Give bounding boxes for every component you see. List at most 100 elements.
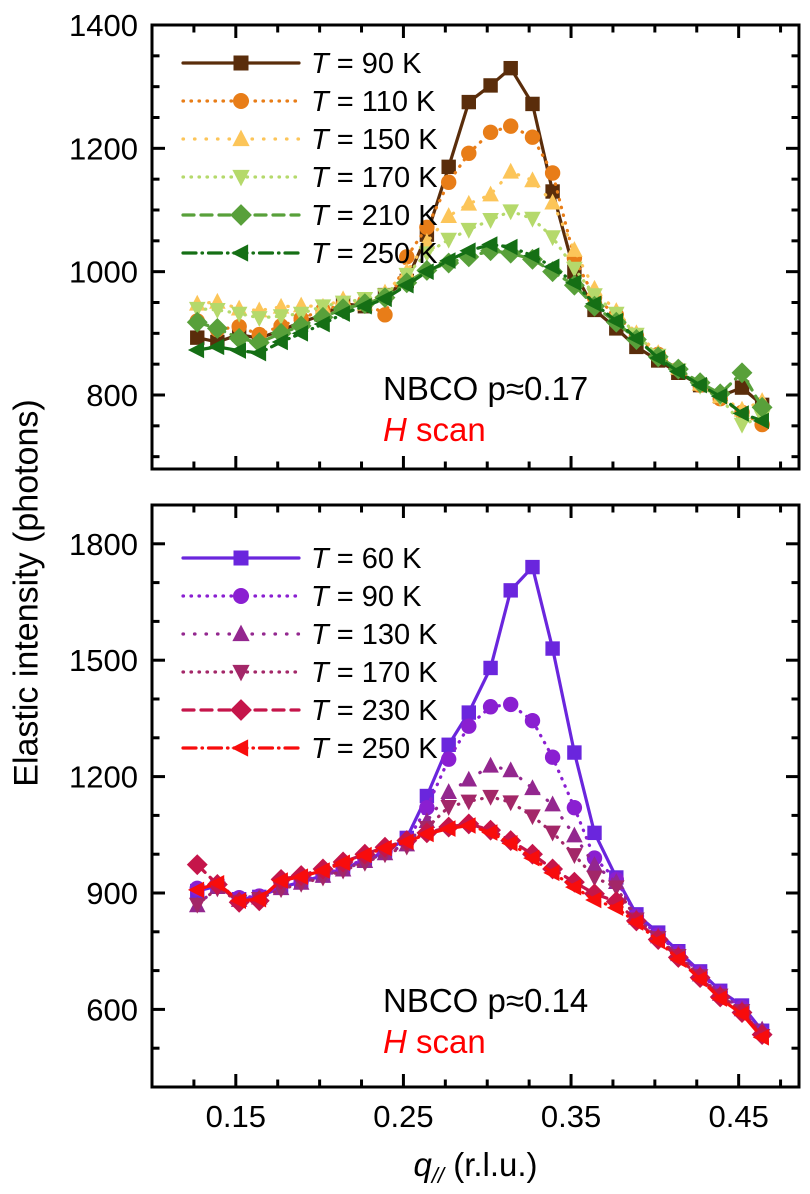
data-point-marker bbox=[502, 162, 519, 179]
data-point-marker bbox=[461, 705, 476, 720]
data-point-marker bbox=[606, 899, 624, 917]
series-line bbox=[195, 242, 764, 423]
data-point-marker bbox=[440, 207, 457, 224]
bottom-series-250k bbox=[187, 817, 769, 1046]
sample-annotation: NBCO p≈0.14 bbox=[383, 982, 588, 1019]
y-axis-label: Elastic intensity (photons) bbox=[7, 399, 46, 787]
bottom-legend: T = 60 K T = 90 K T = 130 K T = 170 K T = 23… bbox=[181, 543, 438, 765]
data-point-marker bbox=[565, 878, 582, 896]
data-point-marker bbox=[544, 193, 561, 210]
data-point-marker bbox=[566, 261, 583, 278]
sample-annotation: NBCO p≈0.17 bbox=[383, 370, 588, 407]
legend-label: T = 90 K bbox=[311, 581, 422, 613]
data-point-marker bbox=[483, 660, 498, 676]
data-point-marker bbox=[441, 737, 456, 752]
top-panel: 800 1000 1200 1400 T = 90 K T = 110 K T = 150 … bbox=[69, 8, 801, 471]
data-point-marker bbox=[292, 306, 310, 323]
data-point-marker bbox=[187, 341, 205, 359]
data-point-marker bbox=[544, 165, 561, 181]
data-point-marker bbox=[482, 213, 499, 229]
data-point-marker bbox=[481, 824, 498, 841]
x-axis-label-units: (r.l.u.) bbox=[444, 1146, 538, 1183]
data-point-marker bbox=[545, 184, 560, 199]
legend-marker bbox=[232, 169, 250, 187]
data-point-marker bbox=[230, 306, 248, 323]
data-point-marker bbox=[752, 412, 769, 430]
legend-label: T = 170 K bbox=[311, 162, 438, 194]
data-point-marker bbox=[397, 276, 414, 294]
data-point-marker bbox=[585, 891, 602, 909]
data-point-marker bbox=[440, 783, 457, 799]
data-point-marker bbox=[459, 817, 476, 834]
legend-marker bbox=[232, 664, 250, 682]
data-point-marker bbox=[228, 327, 250, 349]
data-point-marker bbox=[419, 799, 435, 816]
x-tick-label: 0.25 bbox=[373, 1099, 433, 1134]
data-point-marker bbox=[482, 185, 499, 202]
legend-label: T = 60 K bbox=[311, 543, 422, 575]
data-point-marker bbox=[627, 329, 644, 347]
legend-label: T = 210 K bbox=[311, 200, 438, 232]
bottom-plot-box bbox=[150, 503, 801, 1089]
data-point-marker bbox=[440, 232, 457, 249]
y-tick-label: 1200 bbox=[69, 131, 138, 166]
data-point-marker bbox=[441, 159, 456, 175]
legend-label: T = 250 K bbox=[311, 238, 438, 270]
series-line bbox=[195, 702, 764, 1036]
data-point-marker bbox=[732, 405, 749, 422]
data-point-marker bbox=[608, 880, 625, 897]
data-point-marker bbox=[502, 204, 519, 221]
data-point-marker bbox=[648, 932, 666, 950]
data-point-marker bbox=[460, 770, 478, 787]
data-point-marker bbox=[188, 897, 206, 914]
data-point-marker bbox=[271, 872, 288, 889]
top-plot-box bbox=[150, 23, 801, 471]
data-point-marker bbox=[208, 875, 225, 892]
top-legend: T = 90 K T = 110 K T = 150 K T = 170 K T = 2… bbox=[181, 48, 438, 270]
data-point-marker bbox=[459, 242, 476, 259]
scan-annotation: H scan bbox=[383, 1023, 486, 1060]
data-point-marker bbox=[460, 222, 478, 239]
data-point-marker bbox=[209, 303, 226, 319]
legend-item: T = 170 K bbox=[181, 162, 438, 194]
data-point-marker bbox=[585, 295, 602, 313]
data-point-marker bbox=[710, 387, 728, 405]
legend-item: T = 250 K bbox=[181, 733, 438, 765]
x-tick-label: 0.45 bbox=[708, 1099, 768, 1134]
x-tick-label: 0.35 bbox=[541, 1099, 601, 1134]
data-point-marker bbox=[460, 194, 478, 211]
data-point-marker bbox=[525, 96, 540, 112]
legend-marker bbox=[232, 624, 250, 642]
data-point-marker bbox=[190, 330, 205, 345]
legend-item: T = 90 K bbox=[181, 581, 422, 613]
legend-item: T = 230 K bbox=[181, 695, 438, 727]
legend-marker bbox=[231, 739, 249, 757]
data-point-marker bbox=[229, 892, 247, 910]
data-point-marker bbox=[503, 583, 518, 598]
data-point-marker bbox=[525, 559, 540, 575]
data-point-marker bbox=[690, 376, 707, 394]
legend-item: T = 210 K bbox=[181, 200, 438, 232]
data-point-marker bbox=[188, 301, 206, 318]
data-point-marker bbox=[668, 363, 686, 380]
data-point-marker bbox=[291, 325, 309, 342]
data-point-marker bbox=[355, 846, 372, 864]
data-point-marker bbox=[461, 145, 477, 161]
data-point-marker bbox=[249, 344, 267, 362]
y-tick-label: 600 bbox=[86, 992, 138, 1027]
legend-label: T = 90 K bbox=[311, 48, 422, 80]
legend-marker bbox=[233, 93, 249, 109]
data-point-marker bbox=[186, 854, 208, 876]
legend-marker bbox=[233, 55, 249, 71]
data-point-marker bbox=[690, 970, 707, 988]
x-axis-label-variable: q bbox=[413, 1146, 432, 1183]
data-point-marker bbox=[377, 307, 393, 323]
data-point-marker bbox=[440, 751, 457, 767]
data-point-marker bbox=[231, 318, 247, 335]
data-point-marker bbox=[481, 236, 498, 253]
data-point-marker bbox=[566, 241, 583, 257]
data-point-marker bbox=[482, 124, 499, 140]
data-point-marker bbox=[734, 380, 750, 395]
data-point-marker bbox=[249, 890, 267, 908]
